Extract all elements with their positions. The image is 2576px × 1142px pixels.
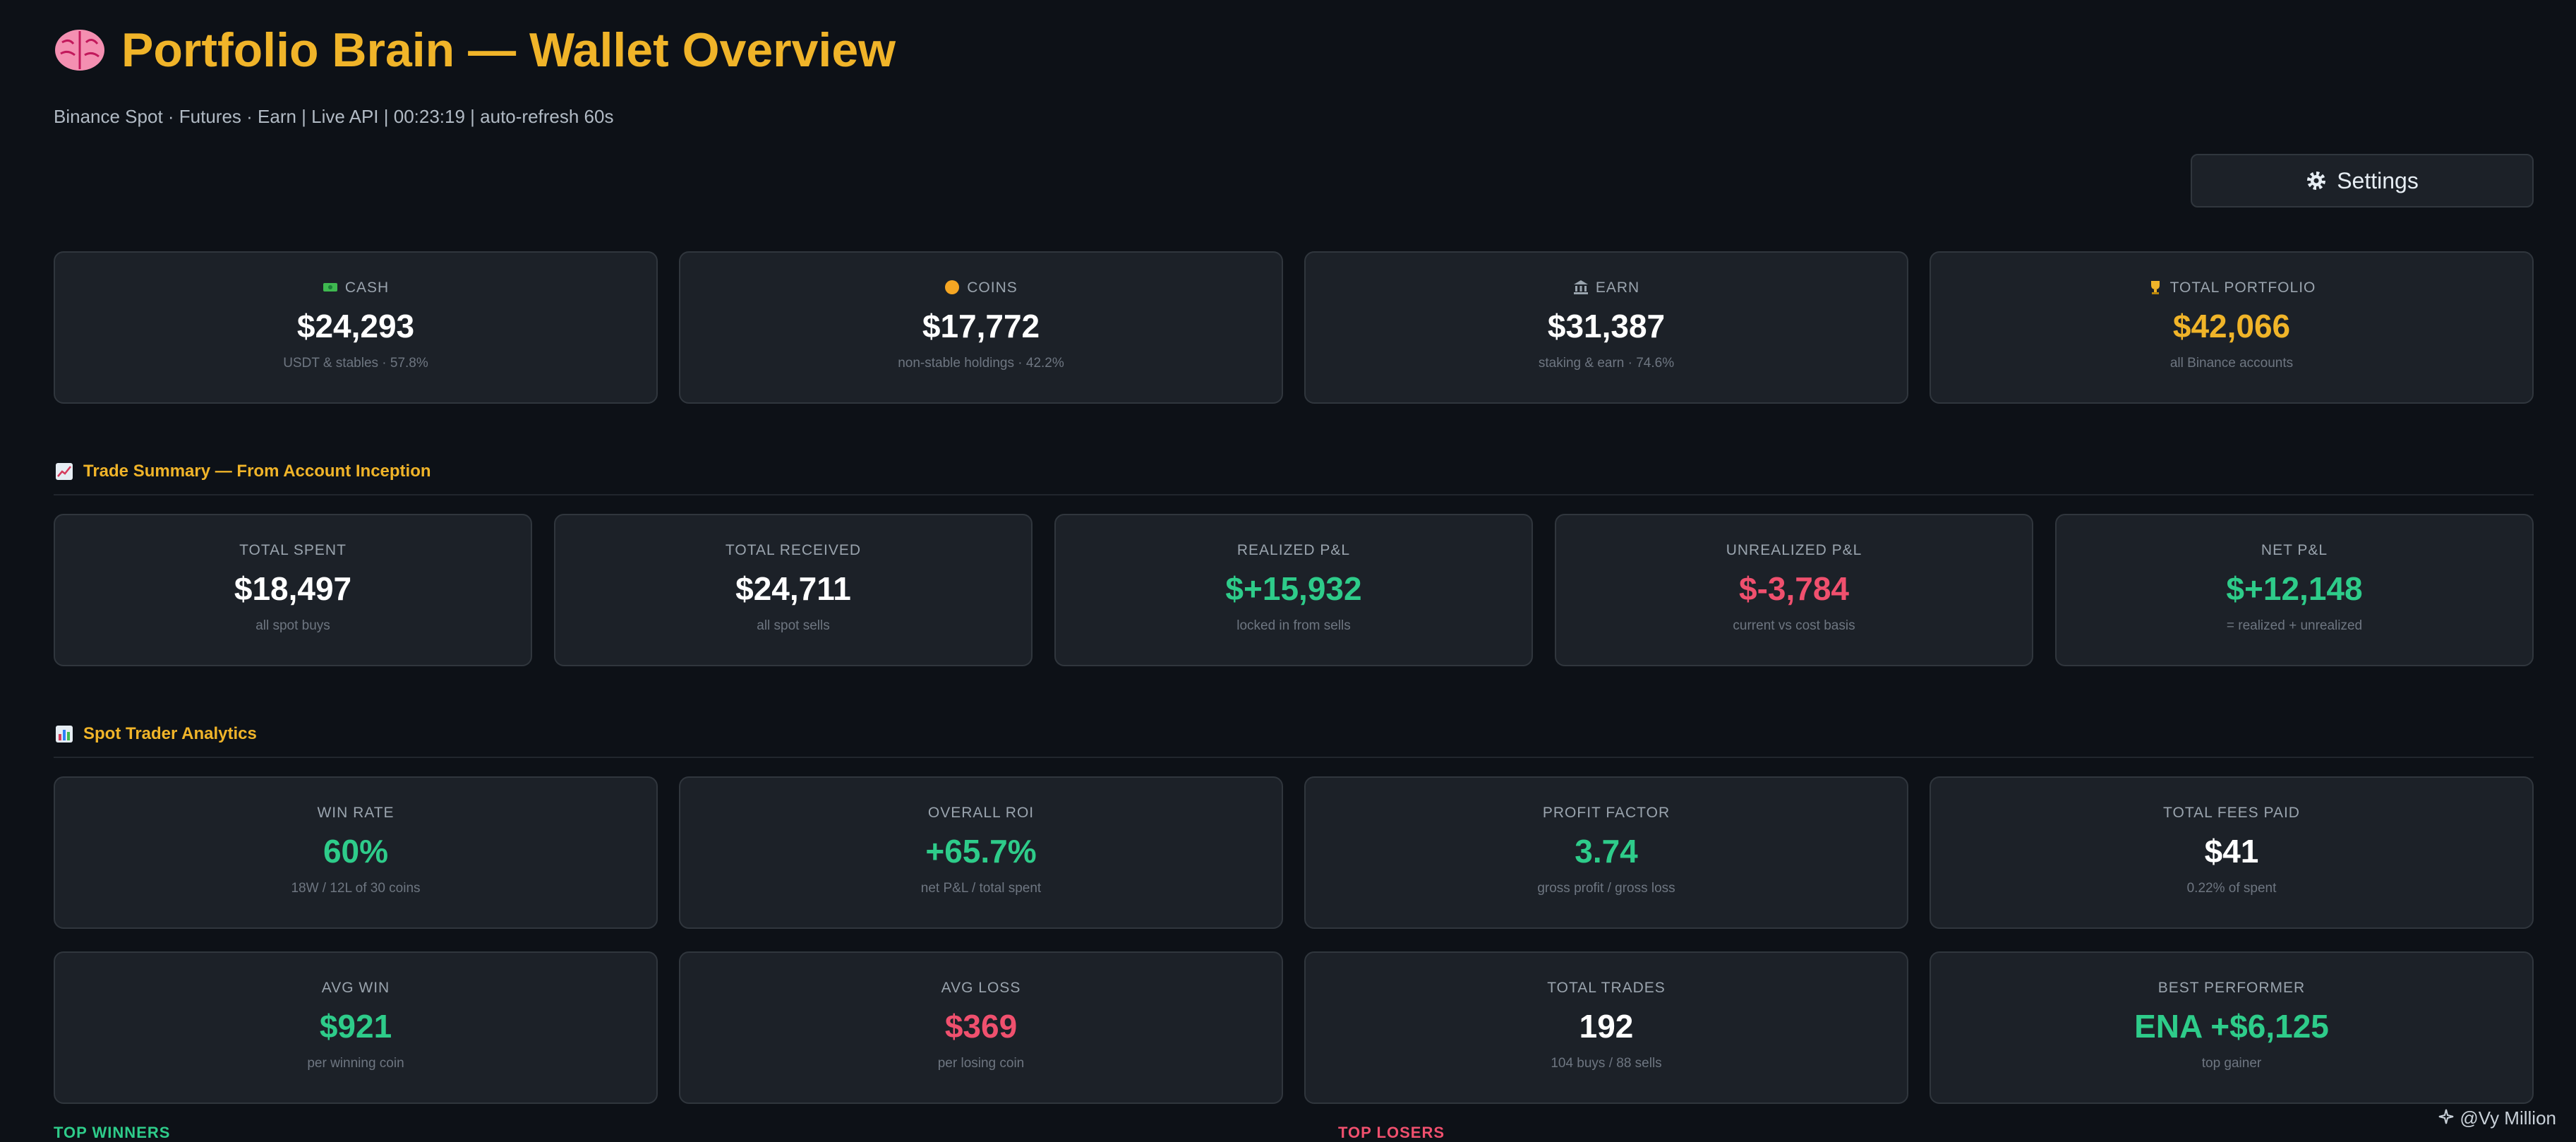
card-value: $921 [319,1008,392,1045]
card-value: $42,066 [2172,308,2291,344]
card-sub: per losing coin [937,1056,1025,1071]
card-label: UNREALIZED P&L [1726,542,1862,558]
win-rate-card: WIN RATE 60% 18W / 12L of 30 coins [54,776,658,929]
settings-label: Settings [2337,167,2419,193]
best-performer-card: BEST PERFORMER ENA +$6,125 top gainer [1930,951,2534,1104]
watermark: @Vy Million [2438,1107,2556,1129]
coin-icon [944,280,960,295]
card-value: +65.7% [925,833,1037,870]
chart-up-icon [55,462,73,481]
cash-card: CASH $24,293 USDT & stables · 57.8% [54,251,658,404]
card-sub: 0.22% of spent [2186,881,2277,896]
profit-factor-card: PROFIT FACTOR 3.74 gross profit / gross … [1304,776,1908,929]
unrealized-pnl-card: UNREALIZED P&L $-3,784 current vs cost b… [1555,514,2033,666]
divider [54,757,2534,758]
card-value: 3.74 [1575,833,1638,870]
total-trades-card: TOTAL TRADES 192 104 buys / 88 sells [1304,951,1908,1104]
trophy-icon [2148,280,2163,295]
card-label: OVERALL ROI [927,805,1035,821]
card-label: AVG WIN [321,980,390,996]
top-winners-heading: TOP WINNERS [54,1124,171,1141]
earn-card: EARN $31,387 staking & earn · 74.6% [1304,251,1908,404]
card-sub: = realized + unrealized [2226,618,2363,633]
card-sub: non-stable holdings · 42.2% [898,356,1064,371]
coins-card: COINS $17,772 non-stable holdings · 42.2… [679,251,1283,404]
divider [54,494,2534,495]
card-label: BEST PERFORMER [2157,980,2306,996]
avg-loss-card: AVG LOSS $369 per losing coin [679,951,1283,1104]
card-value: $41 [2204,833,2259,870]
card-sub: all spot sells [757,618,830,633]
card-value: $24,711 [735,570,851,607]
total-fees-card: TOTAL FEES PAID $41 0.22% of spent [1930,776,2534,929]
card-sub: 18W / 12L of 30 coins [291,881,421,896]
card-label: COINS [967,280,1018,296]
total-portfolio-card: TOTAL PORTFOLIO $42,066 all Binance acco… [1930,251,2534,404]
total-received-card: TOTAL RECEIVED $24,711 all spot sells [554,514,1033,666]
card-label: TOTAL FEES PAID [2163,805,2300,821]
top-losers-heading: TOP LOSERS [1338,1124,1445,1141]
status-subtitle: Binance Spot · Futures · Earn | Live API… [54,106,614,127]
brain-icon [54,28,106,72]
card-value: $369 [944,1008,1018,1045]
card-label: NET P&L [2261,542,2328,558]
analytics-heading: Spot Trader Analytics [55,724,257,744]
card-label: PROFIT FACTOR [1542,805,1671,821]
title-text: Portfolio Brain — Wallet Overview [121,23,896,77]
card-sub: gross profit / gross loss [1537,881,1675,896]
card-sub: locked in from sells [1236,618,1351,633]
card-label: TOTAL RECEIVED [725,542,862,558]
net-pnl-card: NET P&L $+12,148 = realized + unrealized [2055,514,2534,666]
page-title: Portfolio Brain — Wallet Overview [54,18,896,82]
card-value: ENA +$6,125 [2134,1008,2329,1045]
realized-pnl-card: REALIZED P&L $+15,932 locked in from sel… [1054,514,1533,666]
card-label: TOTAL SPENT [239,542,347,558]
card-sub: all Binance accounts [2169,356,2294,371]
card-value: $+15,932 [1225,570,1362,607]
sparkle-icon [2438,1107,2454,1129]
avg-win-card: AVG WIN $921 per winning coin [54,951,658,1104]
card-value: $17,772 [922,308,1040,344]
card-sub: all spot buys [255,618,330,633]
card-label: CASH [344,280,390,296]
overall-roi-card: OVERALL ROI +65.7% net P&L / total spent [679,776,1283,929]
total-spent-card: TOTAL SPENT $18,497 all spot buys [54,514,532,666]
card-sub: top gainer [2201,1056,2262,1071]
card-label: TOTAL PORTFOLIO [2169,280,2316,296]
bank-icon [1573,280,1589,295]
card-sub: per winning coin [307,1056,404,1071]
card-value: $31,387 [1547,308,1666,344]
card-label: AVG LOSS [941,980,1021,996]
card-label: EARN [1595,280,1640,296]
trade-summary-heading: Trade Summary — From Account Inception [55,462,431,481]
card-label: REALIZED P&L [1236,542,1351,558]
card-value: $24,293 [296,308,415,344]
card-sub: net P&L / total spent [920,881,1042,896]
card-value: $+12,148 [2226,570,2363,607]
card-sub: 104 buys / 88 sells [1551,1056,1662,1071]
gear-icon [2306,170,2327,191]
card-label: TOTAL TRADES [1547,980,1666,996]
page-header: Portfolio Brain — Wallet Overview Binanc… [54,18,896,128]
card-sub: staking & earn · 74.6% [1538,356,1675,371]
cash-icon [323,280,338,295]
card-value: 192 [1579,1008,1634,1045]
card-value: $18,497 [234,570,352,607]
card-value: $-3,784 [1738,570,1849,607]
card-label: WIN RATE [317,805,395,821]
settings-button[interactable]: Settings [2191,154,2534,208]
card-sub: USDT & stables · 57.8% [283,356,428,371]
card-value: 60% [323,833,389,870]
card-sub: current vs cost basis [1733,618,1855,633]
bar-chart-icon [55,725,73,743]
